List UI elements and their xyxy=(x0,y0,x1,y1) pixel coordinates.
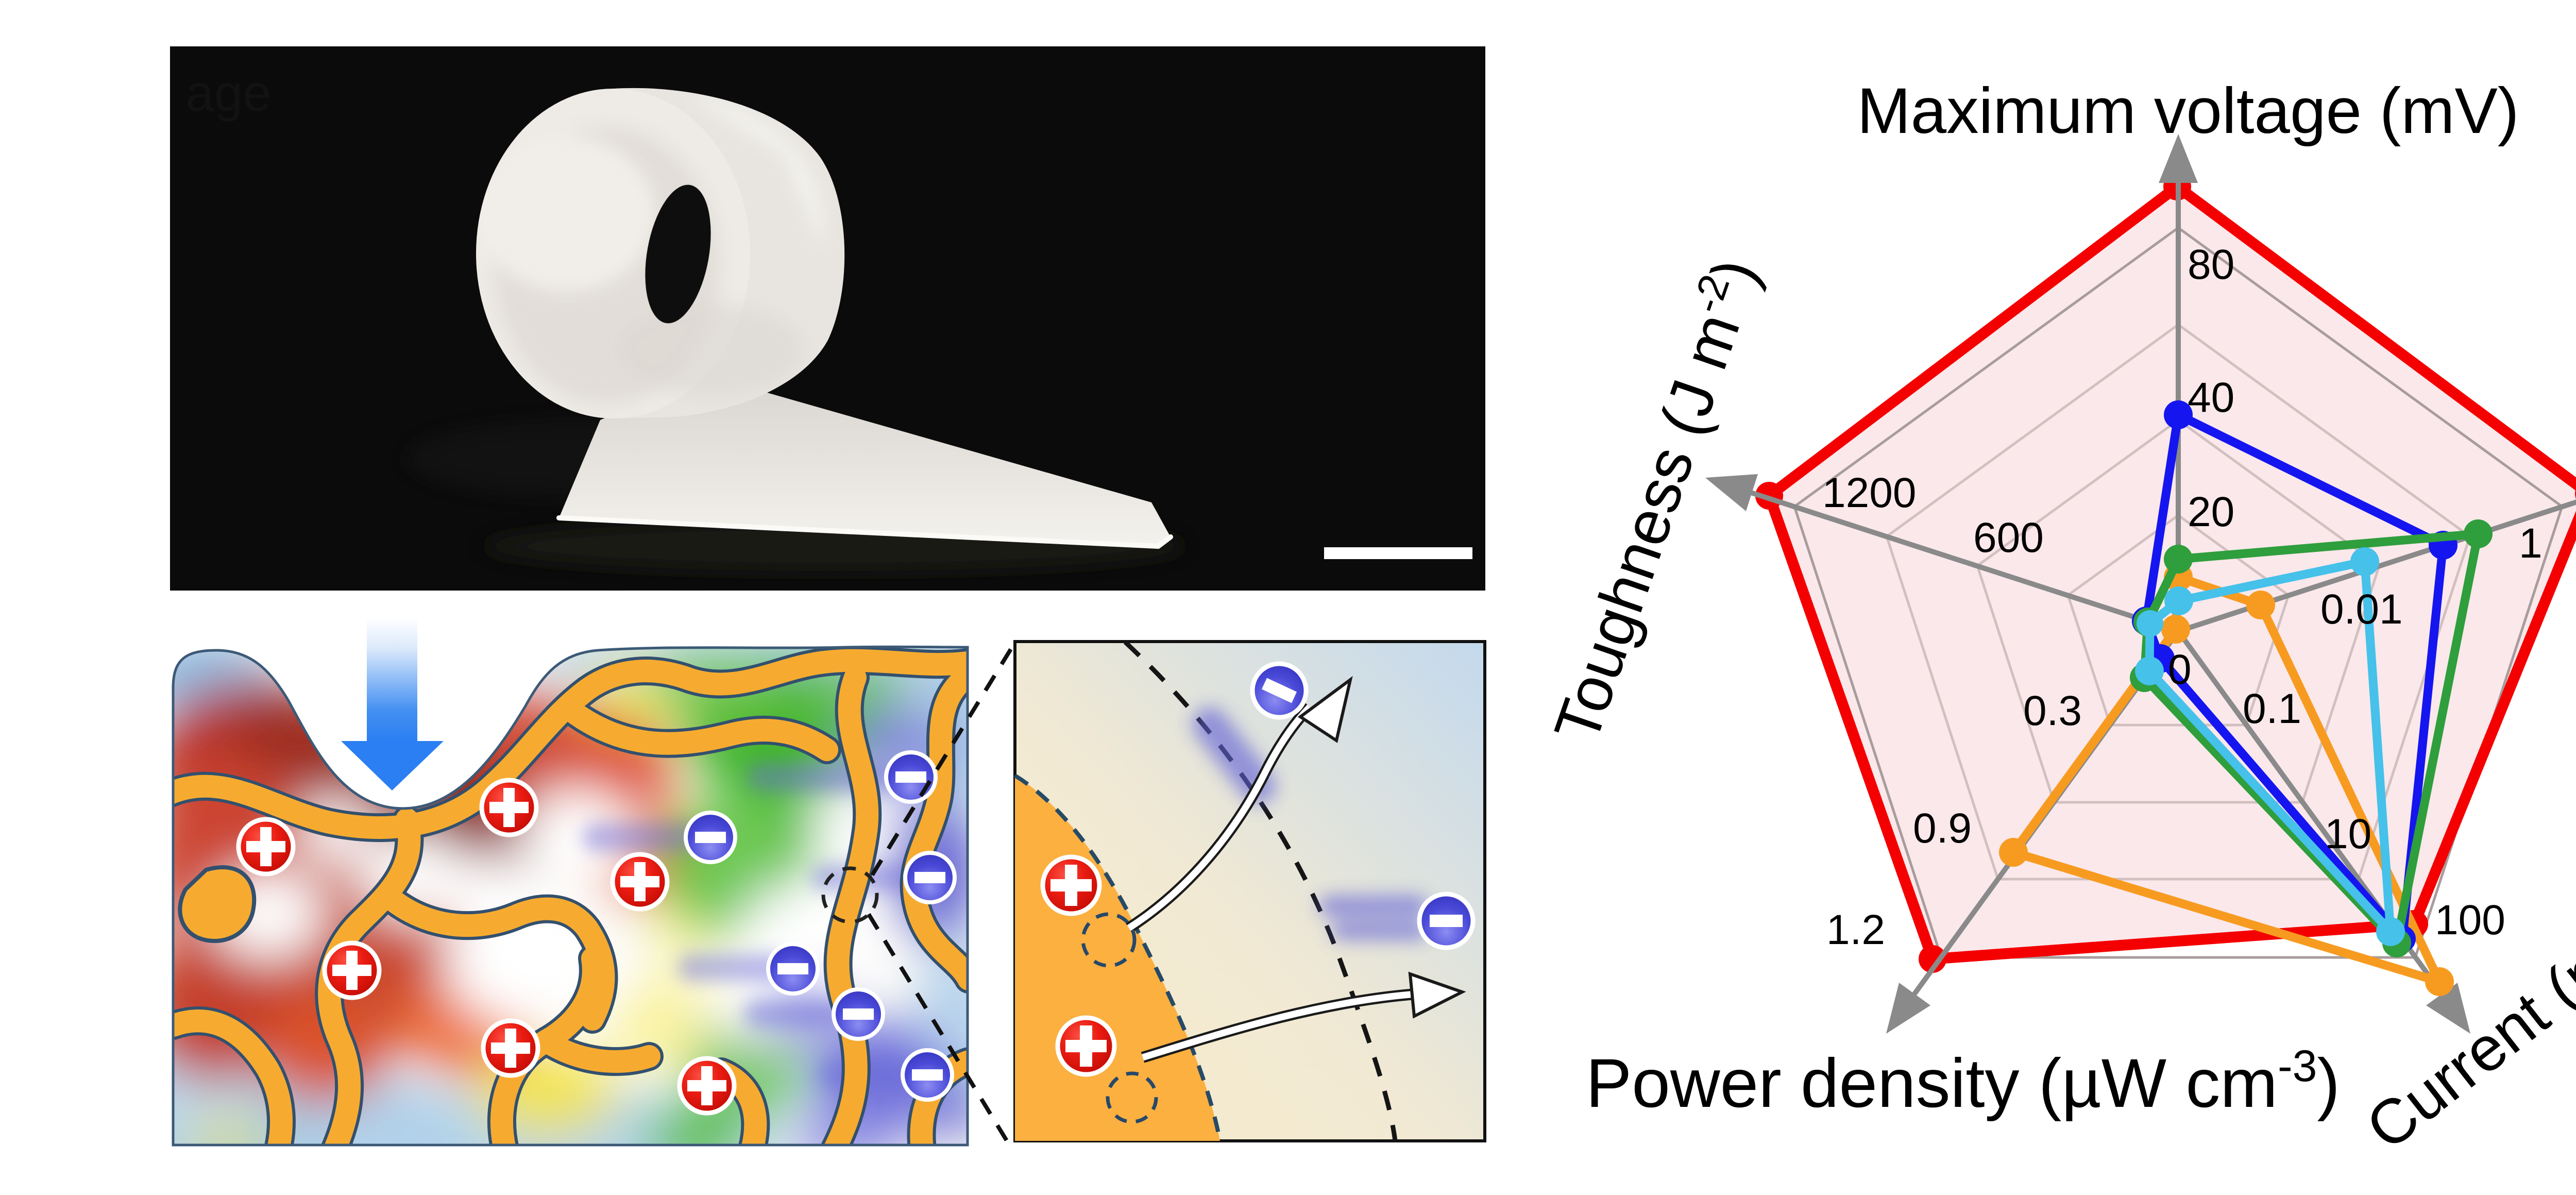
svg-text:0: 0 xyxy=(2168,646,2192,693)
svg-text:0.1: 0.1 xyxy=(2243,685,2301,732)
svg-text:1.2: 1.2 xyxy=(1826,906,1885,953)
svg-text:0.01: 0.01 xyxy=(2320,586,2403,633)
svg-text:Maximum voltage (mV): Maximum voltage (mV) xyxy=(1857,75,2519,147)
svg-text:600: 600 xyxy=(1973,514,2044,561)
svg-text:1200: 1200 xyxy=(1822,469,1916,516)
svg-text:20: 20 xyxy=(2188,489,2234,535)
svg-text:80: 80 xyxy=(2188,241,2234,288)
svg-text:age: age xyxy=(185,64,272,122)
svg-text:100: 100 xyxy=(2435,897,2505,944)
svg-text:1: 1 xyxy=(2519,520,2543,567)
svg-text:0.3: 0.3 xyxy=(2023,687,2082,734)
svg-text:Power density (µW cm-3): Power density (µW cm-3) xyxy=(1586,1041,2340,1122)
svg-text:40: 40 xyxy=(2188,374,2234,421)
svg-text:10: 10 xyxy=(2325,811,2371,857)
svg-text:0.9: 0.9 xyxy=(1913,805,1972,852)
